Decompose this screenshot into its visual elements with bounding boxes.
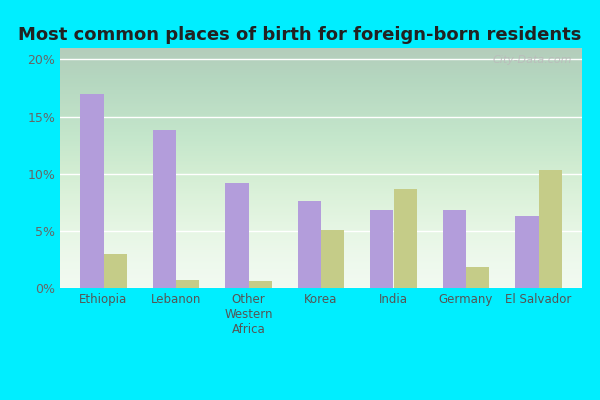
Bar xyxy=(321,230,344,288)
Bar xyxy=(394,188,417,288)
Bar xyxy=(153,130,176,288)
Bar xyxy=(226,183,248,288)
Text: Most common places of birth for foreign-born residents: Most common places of birth for foreign-… xyxy=(19,26,581,44)
Bar xyxy=(515,216,539,288)
Text: City-Data.com: City-Data.com xyxy=(492,55,572,65)
Bar xyxy=(298,201,321,288)
Bar xyxy=(80,94,104,288)
Bar xyxy=(176,280,199,288)
Bar xyxy=(104,254,127,288)
Bar xyxy=(466,268,489,288)
Bar xyxy=(443,210,466,288)
Bar xyxy=(370,210,394,288)
Bar xyxy=(248,281,272,288)
Bar xyxy=(539,170,562,288)
